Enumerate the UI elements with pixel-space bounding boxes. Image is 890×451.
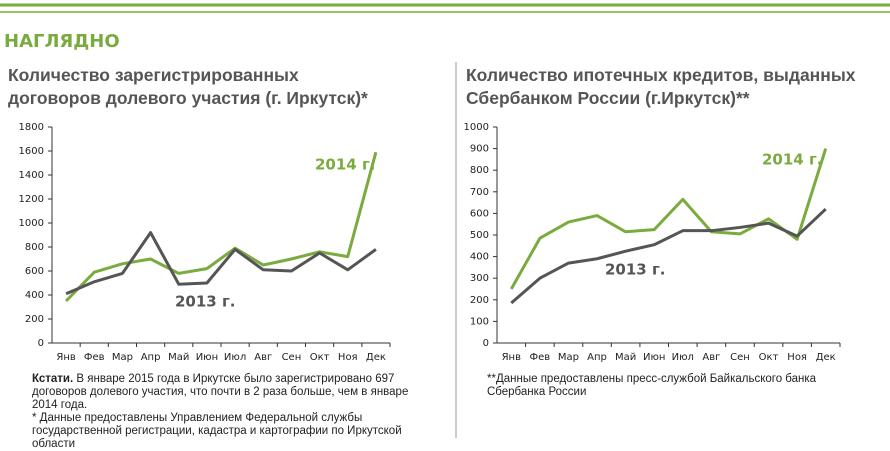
series-line: [509, 148, 828, 290]
x-tick-label: Авг: [254, 352, 272, 363]
x-tick-label: Мар: [112, 352, 133, 363]
y-tick-label: 0: [38, 338, 44, 349]
page: {"header": "НАГЛЯДНО", "chart_data": [ {…: [0, 3, 890, 450]
x-tick-label: Апр: [587, 352, 607, 363]
y-tick-label: 800: [470, 165, 489, 176]
series-label: 2014 г.: [762, 151, 823, 169]
series-line: [65, 151, 378, 303]
chart-title: Количество зарегистрированных договоров д…: [8, 64, 368, 110]
y-tick-label: 1600: [19, 146, 44, 157]
note-text: В январе 2015 года в Иркутске было зарег…: [32, 373, 409, 411]
x-tick-label: Янв: [502, 352, 521, 363]
footnote: **Данные предоставлены пресс-службой Бай…: [487, 373, 817, 398]
x-tick-label: Фев: [530, 352, 551, 363]
x-tick-label: Июл: [224, 352, 246, 363]
x-tick-label: Май: [615, 352, 636, 363]
x-tick-label: Май: [168, 352, 189, 363]
x-tick-label: Авг: [702, 352, 720, 363]
y-tick-label: 900: [470, 144, 489, 155]
notes: Кстати. В январе 2015 года в Иркутске бы…: [32, 373, 432, 451]
series-label: 2014 г.: [315, 156, 376, 174]
series-line: [510, 207, 827, 305]
x-tick-label: Фев: [84, 352, 105, 363]
chart-canvas: НАГЛЯДНО 0200400600800100012001400160018…: [0, 3, 890, 438]
title-line: Количество ипотечных кредитов, выданных: [466, 65, 856, 85]
y-tick-label: 200: [470, 295, 489, 306]
y-tick-label: 1000: [464, 122, 489, 133]
x-tick-label: Июн: [196, 352, 218, 363]
x-tick-label: Апр: [141, 352, 161, 363]
chart-title: Количество ипотечных кредитов, выданных С…: [466, 64, 856, 110]
x-tick-label: Сен: [282, 352, 302, 363]
x-tick-label: Ноя: [787, 352, 807, 363]
title-line: Сбербанком России (г.Иркутск)**: [466, 88, 750, 108]
series-label: 2013 г.: [605, 261, 666, 279]
footnote: * Данные предоставлены Управлением Федер…: [32, 412, 402, 450]
x-tick-label: Сен: [730, 352, 750, 363]
y-tick-label: 1200: [19, 194, 44, 205]
y-tick-label: 1000: [19, 218, 44, 229]
section-header: НАГЛЯДНО: [4, 31, 120, 52]
y-tick-label: 600: [25, 266, 44, 277]
y-tick-label: 200: [25, 314, 44, 325]
title-line: договоров долевого участия (г. Иркутск)*: [8, 88, 368, 108]
x-tick-label: Июл: [672, 352, 694, 363]
y-tick-label: 800: [25, 242, 44, 253]
notes: **Данные предоставлены пресс-службой Бай…: [487, 373, 857, 399]
x-tick-label: Мар: [558, 352, 579, 363]
x-tick-label: Дек: [366, 352, 386, 363]
y-tick-label: 1800: [19, 122, 44, 133]
y-tick-label: 300: [470, 273, 489, 284]
x-tick-label: Дек: [816, 352, 836, 363]
x-tick-label: Ноя: [338, 352, 358, 363]
y-tick-label: 600: [470, 208, 489, 219]
y-tick-label: 0: [483, 338, 489, 349]
title-line: Количество зарегистрированных: [8, 65, 299, 85]
x-tick-label: Окт: [310, 352, 330, 363]
series-label: 2013 г.: [175, 293, 236, 311]
x-tick-label: Янв: [56, 352, 75, 363]
y-tick-label: 500: [470, 230, 489, 241]
series-line: [65, 231, 377, 296]
y-tick-label: 100: [470, 316, 489, 327]
note: Кстати. В январе 2015 года в Иркутске бы…: [32, 373, 432, 412]
y-tick-label: 1400: [19, 170, 44, 181]
x-tick-label: Окт: [759, 352, 779, 363]
y-tick-label: 700: [470, 187, 489, 198]
y-tick-label: 400: [470, 252, 489, 263]
y-tick-label: 400: [25, 290, 44, 301]
note-lead: Кстати.: [32, 373, 74, 385]
x-tick-label: Июн: [643, 352, 665, 363]
